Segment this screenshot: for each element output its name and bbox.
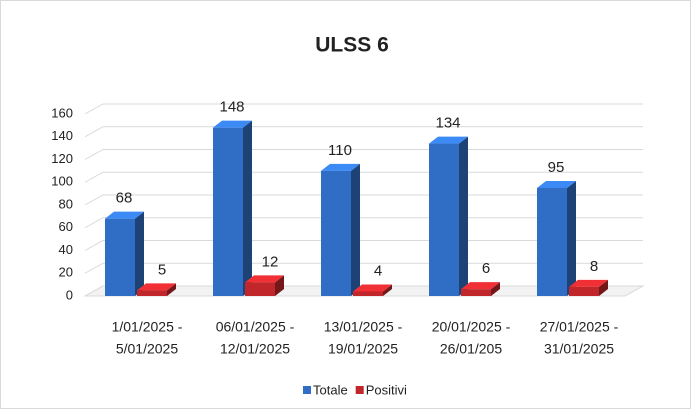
data-label: 148 [219,99,244,116]
data-label: 68 [116,190,133,207]
x-tick-label: 1/01/2025 - [112,319,183,335]
x-tick-label: 27/01/2025 - [540,319,619,335]
bar-front [321,170,351,296]
bar-front [245,282,275,296]
bar-side [459,136,468,296]
bar [461,282,500,296]
bar-front [461,289,491,296]
bar-top [321,163,360,171]
legend-swatch [355,386,364,394]
bar-side [167,283,176,296]
bar [569,279,608,296]
y-tick-label: 140 [51,128,73,143]
grid-line [84,126,643,138]
y-tick-label: 40 [59,242,73,257]
bar [537,180,576,296]
legend-swatch [303,386,311,394]
data-label: 134 [435,115,460,132]
x-tick-label: 20/01/2025 - [432,319,511,335]
y-tick-label: 100 [51,174,73,189]
x-tick-label: 19/01/2025 [328,341,398,357]
bar-top [137,283,176,291]
bar-front [213,127,243,297]
x-tick-label: 12/01/2025 [220,341,290,357]
bar-top [213,120,252,128]
data-label: 4 [374,262,382,279]
x-tick-label: 13/01/2025 - [324,319,403,335]
x-tick-label: 31/01/2025 [544,341,614,357]
bar-top [537,180,576,188]
bar-side [383,284,392,296]
y-tick-label: 120 [51,151,73,166]
bar-side [135,211,144,296]
data-label: 12 [262,253,279,270]
y-tick-label: 20 [59,265,73,280]
bar-side [491,282,500,296]
data-label: 5 [158,261,166,278]
bar-side [599,279,608,296]
x-tick-label: 06/01/2025 - [216,319,295,335]
bar-side [243,120,252,297]
bar-front [137,290,167,296]
data-label: 8 [590,258,598,275]
legend-label: Totale [313,382,348,397]
x-tick-label: 26/01/205 [440,341,502,357]
bar-top [429,136,468,144]
bar-front [105,218,135,296]
y-tick-label: 80 [59,196,73,211]
bar [105,211,144,296]
y-tick-label: 0 [66,287,73,302]
data-label: 6 [482,260,490,277]
bar-front [537,187,567,296]
bar-side [567,180,576,296]
bar [321,163,360,296]
bar [429,136,468,296]
bar-top [353,284,392,292]
x-tick-label: 5/01/2025 [116,341,178,357]
bar-top [461,282,500,290]
bar-front [429,143,459,296]
bar [245,275,284,296]
bar-side [275,275,284,296]
y-tick-label: 60 [59,219,73,234]
bar-side [351,163,360,296]
data-label: 110 [328,142,352,159]
bar-top [245,275,284,283]
bar-top [105,211,144,219]
bar-front [353,291,383,296]
data-label: 95 [548,159,565,176]
chart-title: ULSS 6 [315,34,389,57]
bar [137,283,176,296]
bar-front [569,286,599,296]
y-tick-label: 160 [51,105,73,120]
grid-line [84,103,643,115]
legend-label: Positivi [366,382,407,397]
bar [213,120,252,297]
bar-top [569,279,608,287]
bar [353,284,392,296]
